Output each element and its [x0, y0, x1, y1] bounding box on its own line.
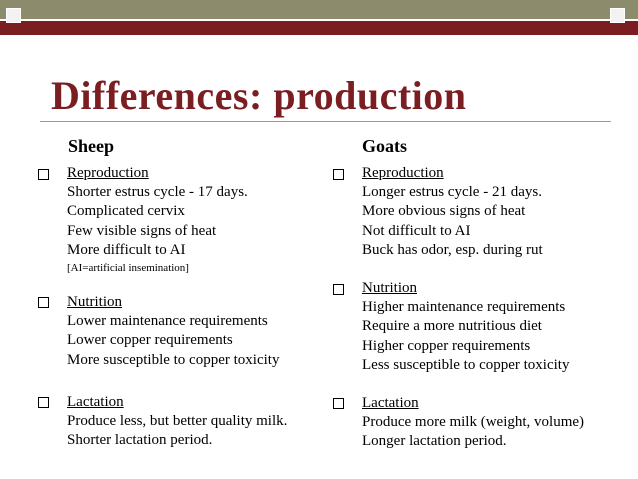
item-line: Buck has odor, esp. during rut	[362, 241, 543, 258]
item-line: Higher maintenance requirements	[362, 299, 566, 316]
sheep-nutrition-item: Nutrition Lower maintenance requirements…	[67, 293, 279, 370]
goats-heading: Goats	[362, 136, 407, 156]
sheep-reproduction-item: Reproduction Shorter estrus cycle - 17 d…	[67, 164, 248, 277]
item-heading: Lactation	[67, 394, 124, 410]
item-heading: Nutrition	[67, 294, 122, 310]
item-line: Produce more milk (weight, volume)	[362, 414, 585, 431]
title-rule	[40, 121, 611, 122]
item-line: Shorter lactation period.	[67, 432, 213, 449]
item-line: Not difficult to AI	[362, 222, 471, 239]
item-line: Longer estrus cycle - 21 days.	[362, 184, 542, 201]
square-bullet-icon	[38, 169, 49, 180]
square-bullet-icon	[333, 284, 344, 295]
item-heading: Reproduction	[67, 165, 149, 181]
goats-reproduction-item: Reproduction Longer estrus cycle - 21 da…	[362, 164, 543, 260]
item-line: Complicated cervix	[67, 203, 185, 220]
square-bullet-icon	[333, 169, 344, 180]
header-red-band	[0, 21, 638, 35]
goats-lactation-item: Lactation Produce more milk (weight, vol…	[362, 394, 584, 452]
square-bullet-icon	[38, 397, 49, 408]
item-heading: Nutrition	[362, 280, 417, 296]
header-divider	[0, 19, 638, 21]
item-note: [AI=artificial insemination]	[67, 262, 189, 275]
item-line: Higher copper requirements	[362, 337, 531, 354]
item-line: More difficult to AI	[67, 241, 186, 258]
corner-square-left	[6, 8, 21, 23]
sheep-lactation-item: Lactation Produce less, but better quali…	[67, 393, 287, 451]
goats-nutrition-item: Nutrition Higher maintenance requirement…	[362, 279, 569, 375]
item-line: Longer lactation period.	[362, 433, 507, 450]
item-line: More obvious signs of heat	[362, 203, 526, 220]
item-line: Produce less, but better quality milk.	[67, 413, 288, 430]
item-line: Few visible signs of heat	[67, 222, 217, 239]
header-olive-band	[0, 0, 638, 19]
item-line: Lower copper requirements	[67, 332, 233, 349]
item-heading: Lactation	[362, 395, 419, 411]
slide-title: Differences: production	[51, 73, 467, 118]
item-heading: Reproduction	[362, 165, 444, 181]
item-line: Require a more nutritious diet	[362, 318, 542, 335]
item-line: Lower maintenance requirements	[67, 313, 268, 330]
square-bullet-icon	[38, 297, 49, 308]
item-line: More susceptible to copper toxicity	[67, 351, 280, 368]
sheep-heading: Sheep	[68, 136, 115, 156]
corner-square-right	[610, 8, 625, 23]
square-bullet-icon	[333, 398, 344, 409]
item-line: Shorter estrus cycle - 17 days.	[67, 184, 248, 201]
item-line: Less susceptible to copper toxicity	[362, 356, 570, 373]
